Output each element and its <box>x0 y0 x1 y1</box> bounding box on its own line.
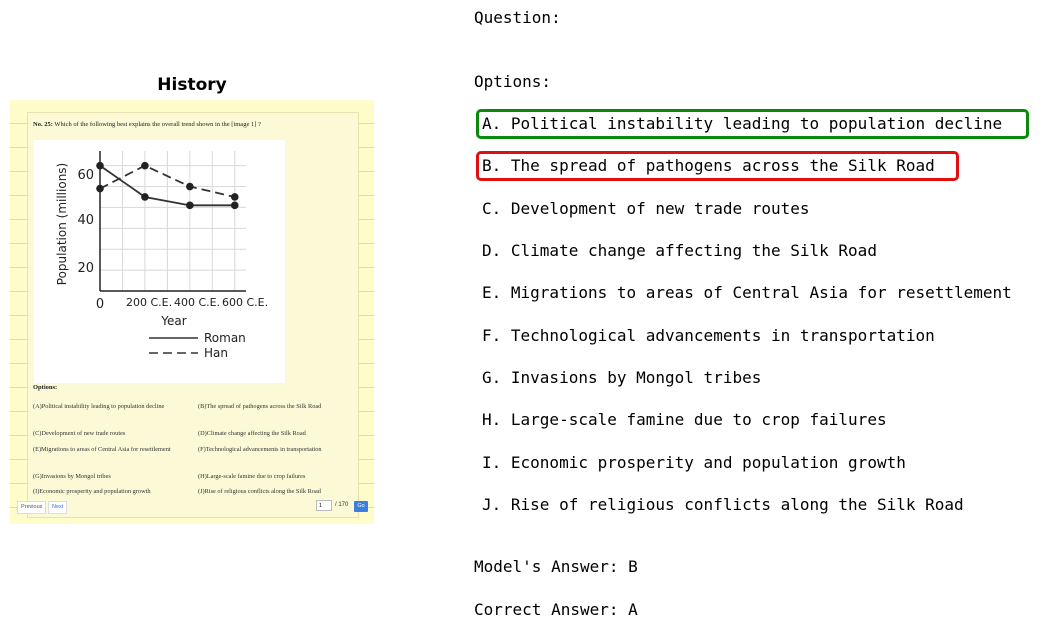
mini-option-j: (J)Rise of religious conflicts along the… <box>198 488 321 495</box>
option-f: F. Technological advancements in transpo… <box>482 326 935 345</box>
data-point-roman <box>230 201 239 210</box>
option-g: G. Invasions by Mongol tribes <box>482 368 762 387</box>
data-point-han <box>141 161 149 170</box>
population-graph: 0 20 40 60 200 C.E. 400 C.E. 600 C.E. Po… <box>34 140 285 383</box>
mini-option-b: (B)The spread of pathogens across the Si… <box>198 403 322 410</box>
mini-option-i: (I)Economic prosperity and population gr… <box>33 488 151 495</box>
question-screenshot: No. 25: Which of the following best expl… <box>10 100 374 524</box>
option-a: A. Political instability leading to popu… <box>482 114 1003 133</box>
x-tick-200: 200 C.E. <box>126 296 172 309</box>
panel-title: History <box>157 75 227 95</box>
data-point-han <box>230 193 239 201</box>
mini-option-a: (A)Political instability leading to popu… <box>33 403 165 410</box>
y-tick-20: 20 <box>77 261 94 276</box>
data-point-han <box>96 184 104 193</box>
model-answer-highlight <box>476 151 959 181</box>
mini-option-h: (H)Large-scale famine due to crop failur… <box>198 473 306 480</box>
option-h: H. Large-scale famine due to crop failur… <box>482 410 887 429</box>
legend-roman: Roman <box>204 331 246 345</box>
option-b: B. The spread of pathogens across the Si… <box>482 156 935 175</box>
options-heading: Options: <box>33 384 58 391</box>
option-d: D. Climate change affecting the Silk Roa… <box>482 241 877 260</box>
model-answer: Model's Answer: B <box>474 557 638 576</box>
series-line-han <box>99 164 235 198</box>
x-tick-600: 600 C.E. <box>222 296 268 309</box>
data-point-roman <box>141 193 149 201</box>
option-e: E. Migrations to areas of Central Asia f… <box>482 283 1012 302</box>
question-label: Question: <box>474 8 561 27</box>
population-chart: 0 20 40 60 200 C.E. 400 C.E. 600 C.E. Po… <box>55 151 268 360</box>
mini-option-f: (F)Technological advancements in transpo… <box>198 446 322 453</box>
question-text: Which of the following best explains the… <box>54 121 261 128</box>
x-axis-label: Year <box>160 314 186 328</box>
y-axis-label: Population (millions) <box>55 163 69 285</box>
data-point-roman <box>186 201 194 210</box>
correct-answer-highlight <box>476 109 1029 139</box>
go-button[interactable]: Go <box>354 501 368 512</box>
option-c: C. Development of new trade routes <box>482 199 810 218</box>
mini-option-d: (D)Climate change affecting the Silk Roa… <box>198 430 306 437</box>
y-tick-60: 60 <box>77 168 94 183</box>
legend-han: Han <box>204 346 228 360</box>
previous-button[interactable]: Previous <box>17 501 47 514</box>
question-line: No. 25: Which of the following best expl… <box>33 121 261 128</box>
question-number: No. 25: <box>33 121 53 128</box>
mini-option-e: (E)Migrations to areas of Central Asia f… <box>33 446 171 453</box>
option-i: I. Economic prosperity and population gr… <box>482 453 906 472</box>
data-point-han <box>186 182 194 191</box>
page-number-input[interactable]: 1 <box>316 500 332 511</box>
mini-option-c: (C)Development of new trade routes <box>33 430 126 437</box>
x-tick-400: 400 C.E. <box>174 296 220 309</box>
option-j: J. Rise of religious conflicts along the… <box>482 495 964 514</box>
page-total: / 170 <box>335 502 349 508</box>
series-line-roman <box>99 164 235 207</box>
options-label: Options: <box>474 72 552 91</box>
correct-answer: Correct Answer: A <box>474 600 638 619</box>
data-point-roman <box>96 161 104 170</box>
y-tick-40: 40 <box>77 213 94 228</box>
next-button[interactable]: Next <box>48 501 68 514</box>
y-tick-0: 0 <box>96 297 104 312</box>
mini-option-g: (G)Invasions by Mongol tribes <box>33 473 111 480</box>
